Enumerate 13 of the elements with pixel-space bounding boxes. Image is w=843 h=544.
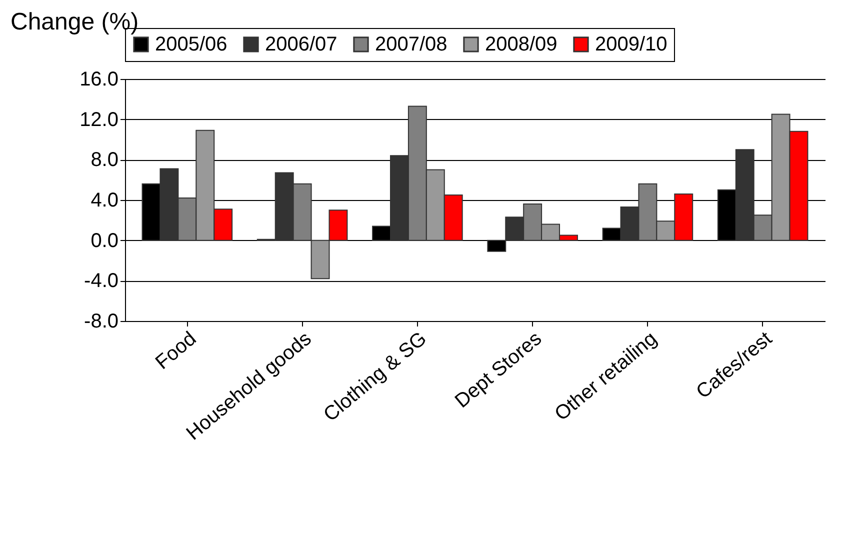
legend-label: 2007/08 xyxy=(375,33,448,56)
y-tick-label: 12.0 xyxy=(80,108,118,131)
y-tick-label: -8.0 xyxy=(84,310,118,332)
y-tick-label: -4.0 xyxy=(84,270,118,292)
legend-label: 2009/10 xyxy=(595,33,668,56)
y-tick-label: 4.0 xyxy=(90,190,118,212)
y-axis-title: Change (%) xyxy=(10,8,139,36)
legend-label: 2005/06 xyxy=(155,33,228,56)
y-tick-label: 0.0 xyxy=(90,230,118,252)
y-tick-label: 16.0 xyxy=(80,68,118,90)
legend-label: 2008/09 xyxy=(485,33,558,56)
legend-label: 2006/07 xyxy=(265,33,338,56)
y-tick-label: 8.0 xyxy=(90,149,118,172)
